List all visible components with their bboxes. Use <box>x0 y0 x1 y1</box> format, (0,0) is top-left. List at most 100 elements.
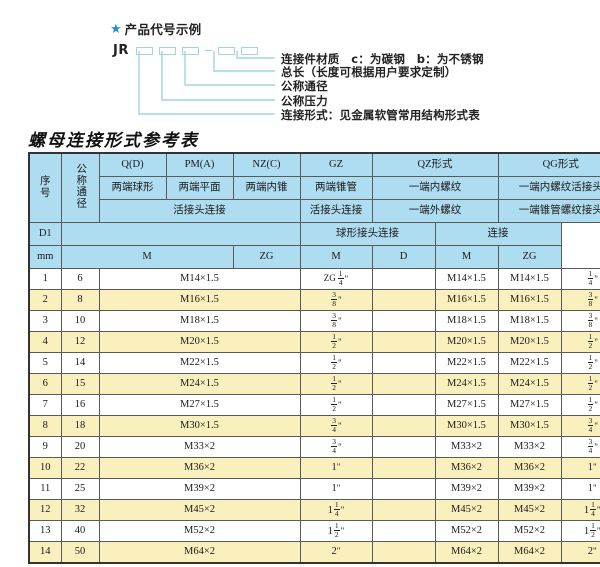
cell-qz-d: M52×2 <box>434 520 499 542</box>
page-title: 螺母连接形式参考表 <box>28 131 199 151</box>
cell-seq: 2 <box>28 289 62 311</box>
cell-qz-d: M24×1.5 <box>434 373 499 395</box>
cell-qz-m <box>371 457 436 479</box>
header-qd: Q(D) <box>98 152 167 177</box>
cell-thread-m: M39×2 <box>98 478 301 500</box>
table-row: 7 16 M27×1.5 1 2 " M27×1.5 M27×1.5 1 2 " <box>28 394 600 416</box>
cell-qz-m <box>371 541 436 563</box>
cell-nominal-diameter: 25 <box>60 478 100 500</box>
cell-qg-m: M24×1.5 <box>497 373 562 395</box>
header-gz: GZ <box>299 152 373 177</box>
cell-qz-d: M36×2 <box>434 457 499 479</box>
cell-qg-zg: 1 2 " <box>560 394 600 416</box>
header-qg-desc2: 一端锥管螺纹接头 <box>497 199 600 223</box>
cell-qg-zg: 114" <box>560 499 600 521</box>
cell-qg-zg: 112" <box>560 520 600 542</box>
header-qg-desc1: 一端内螺纹活接头 <box>497 176 600 200</box>
table-row: 8 18 M30×1.5 3 4 " M30×1.5 M30×1.5 3 4 " <box>28 415 600 437</box>
cell-thread-m: M16×1.5 <box>98 289 301 311</box>
cell-gz-zg: 2" <box>299 541 373 563</box>
cell-qg-m: M27×1.5 <box>497 394 562 416</box>
cell-qz-d: M16×1.5 <box>434 289 499 311</box>
product-code-caption: 产品代号示例 <box>124 22 202 37</box>
cell-qg-m: M16×1.5 <box>497 289 562 311</box>
cell-qg-m: M45×2 <box>497 499 562 521</box>
table-row: 6 15 M24×1.5 1 2 " M24×1.5 M24×1.5 1 2 " <box>28 373 600 395</box>
cell-qz-m <box>371 436 436 458</box>
cell-qg-zg: 1" <box>560 457 600 479</box>
table-body: 1 6 M14×1.5 ZG 1 4 " M14×1.5 M14×1.5 1 4 " 2 8 M16×1.5… <box>28 268 600 563</box>
cell-gz-zg: 1 1 4 " <box>299 499 373 521</box>
cell-gz-zg: 3 8 " <box>299 310 373 332</box>
header-nominal-diameter-label: 公称通径 <box>75 163 87 210</box>
cell-qz-d: M20×1.5 <box>434 331 499 353</box>
header-pma-desc: 两端平面 <box>165 176 234 200</box>
table-row: 10 22 M36×2 1" M36×2 M36×2 1" <box>28 457 600 479</box>
header-gz-union-connection: 活接头连接 <box>299 199 373 223</box>
cell-qz-m <box>371 394 436 416</box>
code-box-5 <box>240 46 258 55</box>
cell-seq: 6 <box>28 373 62 395</box>
cell-qz-d: M39×2 <box>434 478 499 500</box>
cell-qg-m: M39×2 <box>497 478 562 500</box>
cell-qz-m <box>371 499 436 521</box>
cell-gz-zg: 3 4 " <box>299 436 373 458</box>
cell-qg-m: M30×1.5 <box>497 415 562 437</box>
cell-thread-m: M27×1.5 <box>98 394 301 416</box>
product-code-diagram: ★ 产品代号示例 JR 连接件材质 c：为碳钢 b：为不锈钢 总长（长度可根据用… <box>0 0 600 128</box>
cell-qz-m <box>371 520 436 542</box>
star-icon: ★ <box>110 21 122 36</box>
cell-qg-m: M18×1.5 <box>497 310 562 332</box>
cell-thread-m: M45×2 <box>98 499 301 521</box>
cell-seq: 9 <box>28 436 62 458</box>
cell-seq: 1 <box>28 268 62 290</box>
cell-qz-d: M14×1.5 <box>434 268 499 290</box>
cell-qg-zg: 3 4 " <box>560 415 600 437</box>
cell-nominal-diameter: 16 <box>60 394 100 416</box>
header-seq: 序 号 <box>28 152 62 223</box>
cell-thread-m: M18×1.5 <box>98 310 301 332</box>
nut-connection-reference-table: 序 号 公称通径 Q(D) PM(A) NZ(C) GZ QZ形式 QG形式 两… <box>28 152 600 564</box>
header-nzc-desc: 两端内锥 <box>232 176 301 200</box>
cell-nominal-diameter: 15 <box>60 373 100 395</box>
cell-seq: 11 <box>28 478 62 500</box>
cell-qz-d: M30×1.5 <box>434 415 499 437</box>
cell-thread-m: M36×2 <box>98 457 301 479</box>
cell-thread-m: M20×1.5 <box>98 331 301 353</box>
cell-gz-zg: 1 2 " <box>299 373 373 395</box>
code-box-1 <box>135 46 153 55</box>
cell-nominal-diameter: 32 <box>60 499 100 521</box>
cell-gz-zg: 1" <box>299 478 373 500</box>
cell-qz-d: M64×2 <box>434 541 499 563</box>
cell-gz-zg: 1" <box>299 457 373 479</box>
cell-qz-m <box>371 352 436 374</box>
header-dn-d1: D1 <box>28 222 62 246</box>
cell-nominal-diameter: 40 <box>60 520 100 542</box>
annotation-material: 连接件材质 c：为碳钢 b：为不锈钢 <box>281 52 484 66</box>
cell-qg-zg: 1 2 " <box>560 331 600 353</box>
cell-qg-m: M52×2 <box>497 520 562 542</box>
header-seq-line1: 序 <box>40 176 51 188</box>
header-qz-desc2: 一端外螺纹 <box>371 199 499 223</box>
header-qz-type: QZ形式 <box>371 152 499 177</box>
cell-qz-d: M45×2 <box>434 499 499 521</box>
cell-seq: 14 <box>28 541 62 563</box>
annotation-nominal-diameter: 公称通径 <box>281 79 328 93</box>
cell-qg-m: M33×2 <box>497 436 562 458</box>
table-row: 4 12 M20×1.5 1 2 " M20×1.5 M20×1.5 1 2 " <box>28 331 600 353</box>
cell-qz-m <box>371 373 436 395</box>
cell-qg-m: M20×1.5 <box>497 331 562 353</box>
header-gz-desc: 两端锥管 <box>299 176 373 200</box>
cell-seq: 10 <box>28 457 62 479</box>
header-col-m-qz: M <box>299 245 373 269</box>
cell-nominal-diameter: 20 <box>60 436 100 458</box>
cell-qg-m: M22×1.5 <box>497 352 562 374</box>
annotation-nominal-pressure: 公称压力 <box>281 94 328 108</box>
cell-thread-m: M33×2 <box>98 436 301 458</box>
table-row: 2 8 M16×1.5 3 8 " M16×1.5 M16×1.5 3 8 " <box>28 289 600 311</box>
table-row: 1 6 M14×1.5 ZG 1 4 " M14×1.5 M14×1.5 1 4 " <box>28 268 600 290</box>
cell-gz-zg: ZG 1 4 " <box>299 268 373 290</box>
header-qg-connection: 连接 <box>434 222 562 246</box>
cell-nominal-diameter: 22 <box>60 457 100 479</box>
